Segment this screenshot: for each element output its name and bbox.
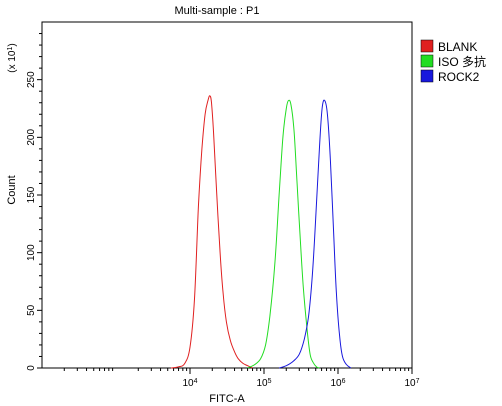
y-tick-label: 200 (26, 129, 37, 146)
y-multiplier: (x 101) (7, 43, 19, 72)
x-tick-label: 106 (330, 378, 345, 390)
x-axis-title: FITC-A (209, 393, 245, 405)
x-tick-label: 104 (182, 378, 197, 390)
y-tick-label: 0 (26, 365, 37, 371)
legend-swatch (420, 69, 434, 83)
legend-swatch (420, 54, 434, 68)
legend-label: ISO 多抗 (438, 54, 486, 69)
plot-frame (41, 21, 413, 369)
legend-label: ROCK2 (438, 70, 480, 84)
y-tick-label: 250 (26, 71, 37, 88)
x-axis: 104 105 106 107 (63, 368, 420, 390)
series-line-1 (170, 95, 253, 369)
chart-title: Multi-sample : P1 (175, 5, 260, 17)
x-tick-label: 105 (256, 378, 271, 390)
y-tick-label: 100 (26, 244, 37, 261)
y-multiplier-exp: 1 (7, 47, 14, 51)
y-multiplier-close: ) (7, 43, 18, 46)
y-axis: 0 50 100 150 200 250 (26, 33, 42, 371)
series-line-3 (278, 99, 352, 369)
y-multiplier-base: (x 10 (7, 50, 18, 73)
series-line-2 (247, 99, 320, 369)
y-axis-title: Count (6, 175, 18, 204)
series-layer (170, 95, 352, 369)
x-tick-label: 107 (404, 378, 419, 390)
legend-swatch (420, 39, 434, 53)
y-tick-label: 50 (26, 304, 37, 316)
legend-label: BLANK (438, 40, 477, 54)
y-tick-label: 150 (26, 186, 37, 203)
